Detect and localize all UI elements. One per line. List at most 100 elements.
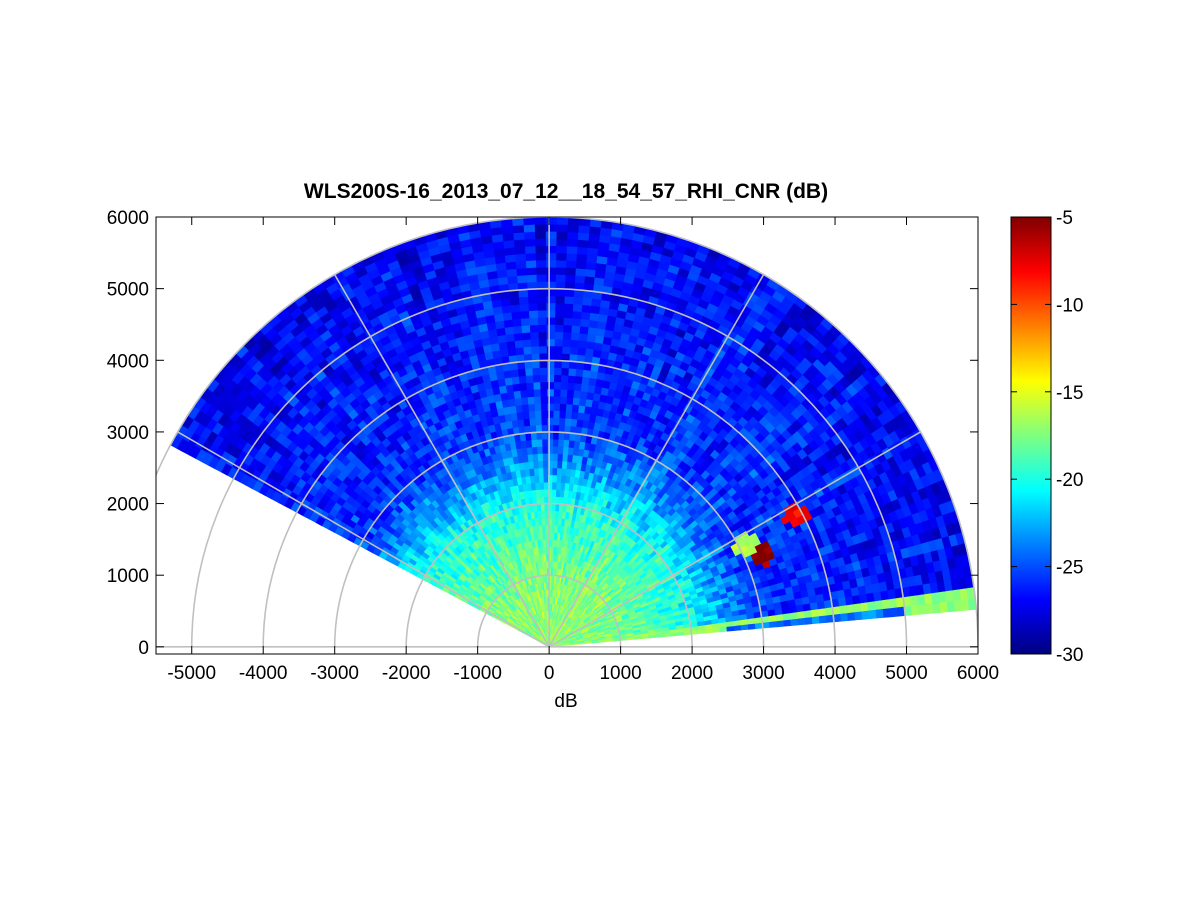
heatmap-cell xyxy=(547,453,553,461)
heatmap-cell xyxy=(518,375,527,384)
heatmap-cell xyxy=(570,411,579,420)
heatmap-cell xyxy=(565,396,574,405)
heatmap-cell xyxy=(528,317,539,326)
heatmap-cell xyxy=(525,267,537,276)
heatmap-cell xyxy=(551,467,558,476)
heatmap-cell xyxy=(556,467,562,476)
heatmap-cell xyxy=(555,281,566,290)
heatmap-cell xyxy=(550,524,555,533)
heatmap-cell xyxy=(860,601,870,612)
heatmap-cell xyxy=(554,338,563,347)
heatmap-cell xyxy=(510,376,520,385)
heatmap-cell xyxy=(546,374,555,383)
heatmap-cell xyxy=(581,376,590,386)
heatmap-cell xyxy=(554,503,560,512)
heatmap-cell xyxy=(564,274,576,283)
heatmap-cell xyxy=(580,383,589,393)
heatmap-cell xyxy=(543,503,549,512)
heatmap-cell xyxy=(545,316,556,325)
heatmap-cell xyxy=(554,517,559,526)
heatmap-cell xyxy=(538,359,548,368)
heatmap-cell xyxy=(776,619,785,628)
heatmap-cell xyxy=(846,603,855,614)
heatmap-cell xyxy=(574,375,583,385)
heatmap-cell xyxy=(565,403,573,412)
heatmap-cell xyxy=(546,410,554,418)
heatmap-cell xyxy=(510,311,521,320)
heatmap-cell xyxy=(535,273,547,283)
cnr-heatmap xyxy=(170,217,977,648)
heatmap-cell xyxy=(572,303,583,313)
heatmap-cell xyxy=(580,304,592,313)
heatmap-cell xyxy=(553,388,561,397)
heatmap-cell xyxy=(511,318,522,327)
heatmap-cell xyxy=(531,367,541,376)
heatmap-cell xyxy=(557,431,565,440)
heatmap-cell xyxy=(881,598,891,610)
heatmap-cell xyxy=(555,481,561,490)
heatmap-cell xyxy=(552,431,559,440)
heatmap-cell xyxy=(503,319,514,328)
heatmap-cell xyxy=(553,352,563,361)
heatmap-cell xyxy=(528,417,536,426)
heatmap-cell xyxy=(561,460,568,469)
heatmap-cell xyxy=(550,531,555,540)
heatmap-cell xyxy=(528,309,539,319)
heatmap-cell xyxy=(565,245,578,255)
heatmap-cell xyxy=(551,510,556,519)
heatmap-cell xyxy=(537,324,547,333)
heatmap-cell xyxy=(552,410,560,419)
heatmap-cell xyxy=(545,259,557,268)
heatmap-cell xyxy=(551,503,556,512)
heatmap-cell xyxy=(558,410,566,419)
heatmap-cell xyxy=(553,374,562,383)
heatmap-cell xyxy=(564,267,576,276)
heatmap-cell xyxy=(518,382,528,391)
heatmap-cell xyxy=(555,245,567,254)
heatmap-cell xyxy=(527,302,538,312)
heatmap-cell xyxy=(545,324,556,333)
heatmap-cell xyxy=(545,288,556,297)
heatmap-cell xyxy=(546,424,554,433)
heatmap-cell xyxy=(505,261,517,270)
heatmap-cell xyxy=(513,238,526,248)
heatmap-cell xyxy=(861,609,870,620)
heatmap-cell xyxy=(579,390,588,400)
heatmap-cell xyxy=(534,410,542,419)
heatmap-cell xyxy=(504,253,516,263)
heatmap-cell xyxy=(586,333,596,343)
heatmap-cell xyxy=(506,340,516,350)
heatmap-cell xyxy=(551,474,557,483)
heatmap-cell xyxy=(586,384,596,394)
heatmap-cell xyxy=(523,224,536,233)
heatmap-cell xyxy=(537,460,544,469)
heatmap-cell xyxy=(838,604,848,614)
heatmap-cell xyxy=(558,424,565,433)
heatmap-cell xyxy=(544,510,549,519)
heatmap-cell xyxy=(515,267,527,277)
heatmap-cell xyxy=(512,231,525,241)
heatmap-cell xyxy=(513,339,524,349)
heatmap-cell xyxy=(535,259,547,268)
heatmap-cell xyxy=(546,381,555,390)
heatmap-cell xyxy=(581,297,593,306)
heatmap-cell xyxy=(578,397,587,407)
heatmap-cell xyxy=(552,438,559,447)
heatmap-cell xyxy=(853,602,862,613)
heatmap-cell xyxy=(526,288,538,297)
heatmap-cell xyxy=(555,274,566,283)
heatmap-cell xyxy=(551,496,557,505)
heatmap-cell xyxy=(525,259,537,269)
heatmap-cell xyxy=(567,374,576,384)
heatmap-cell xyxy=(530,338,540,347)
heatmap-cell xyxy=(551,460,558,469)
heatmap-cell xyxy=(577,231,590,241)
heatmap-cell xyxy=(524,245,536,254)
heatmap-cell xyxy=(520,396,529,406)
heatmap-cell xyxy=(554,302,565,311)
heatmap-cell xyxy=(567,367,577,377)
heatmap-cell xyxy=(557,438,564,448)
heatmap-cell xyxy=(817,607,827,617)
heatmap-cell xyxy=(528,410,536,419)
